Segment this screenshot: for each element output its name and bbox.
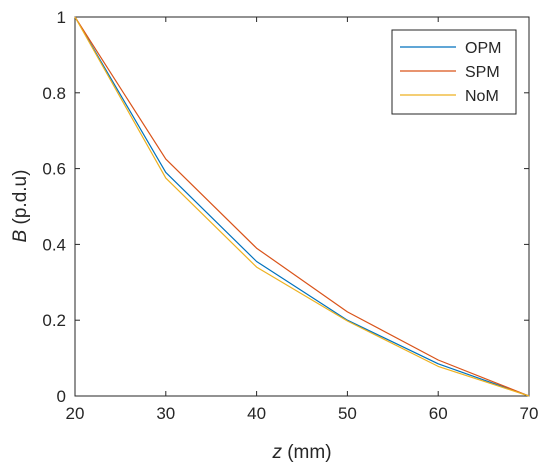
x-tick-label: 60 xyxy=(429,404,448,423)
x-tick-label: 40 xyxy=(247,404,266,423)
y-tick-label: 0.8 xyxy=(42,84,66,103)
series-lines xyxy=(74,16,530,397)
legend: OPM SPM NoM xyxy=(391,29,517,115)
series-line-spm xyxy=(74,16,530,397)
x-tick-label: 70 xyxy=(520,404,539,423)
y-tick-label: 0.2 xyxy=(42,311,66,330)
legend-label-spm: SPM xyxy=(465,64,500,81)
x-tick-label: 50 xyxy=(338,404,357,423)
y-axis-label: B (p.d.u) xyxy=(10,170,31,243)
y-tick-label: 1 xyxy=(57,8,66,27)
y-tick-label: 0 xyxy=(57,387,66,406)
legend-label-opm: OPM xyxy=(465,40,501,57)
x-axis-label: z (mm) xyxy=(271,442,331,463)
x-axis: 20 30 40 50 60 70 xyxy=(66,17,539,423)
x-tick-label: 30 xyxy=(156,404,175,423)
y-tick-label: 0.4 xyxy=(42,235,66,254)
legend-label-nom: NoM xyxy=(465,88,499,105)
x-tick-label: 20 xyxy=(66,404,85,423)
series-line-nom xyxy=(74,16,530,397)
y-axis: 0 0.2 0.4 0.6 0.8 1 xyxy=(42,8,529,406)
legend-box xyxy=(391,29,517,115)
series-line-opm xyxy=(74,16,530,397)
y-tick-label: 0.6 xyxy=(42,160,66,179)
